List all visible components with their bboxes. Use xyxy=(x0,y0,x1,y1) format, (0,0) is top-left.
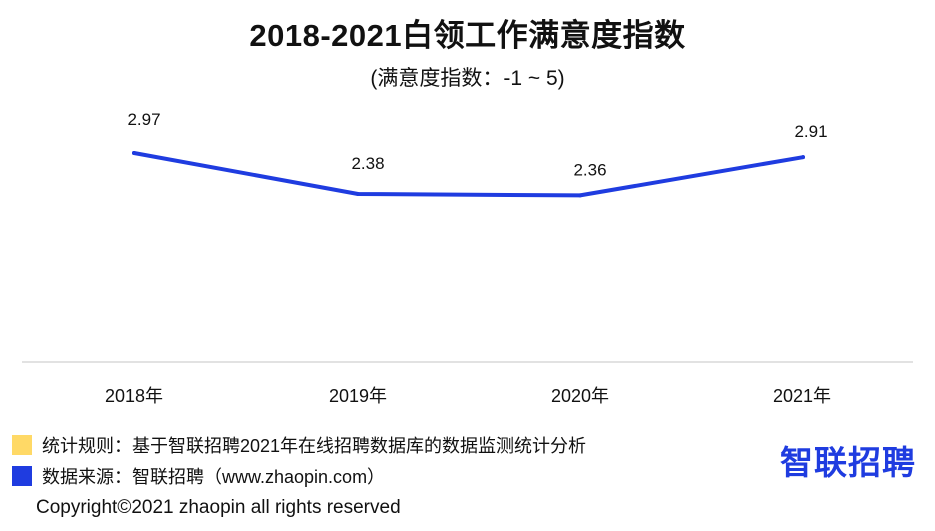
data-label: 2.38 xyxy=(351,154,384,173)
note-data-source: 数据来源：智联招聘（www.zhaopin.com） xyxy=(12,463,385,489)
chart-subtitle: (满意度指数：-1 ~ 5) xyxy=(370,67,565,90)
x-tick-label: 2019年 xyxy=(329,386,387,406)
data-label: 2.36 xyxy=(573,160,606,179)
yellow-legend-swatch xyxy=(12,435,32,455)
note-statistics-rule-text: 统计规则：基于智联招聘2021年在线招聘数据库的数据监测统计分析 xyxy=(42,436,587,456)
data-point xyxy=(801,155,805,160)
line-chart: 2.97 2.38 2.36 2.91 2018年 2019年 2020年 2021年 xyxy=(22,110,913,406)
note-statistics-rule: 统计规则：基于智联招聘2021年在线招聘数据库的数据监测统计分析 xyxy=(12,432,586,458)
data-label: 2.91 xyxy=(794,122,827,141)
series-line xyxy=(132,151,805,198)
data-point xyxy=(132,151,136,155)
note-data-source-text: 数据来源：智联招聘（www.zhaopin.com） xyxy=(42,467,386,487)
x-tick-label: 2020年 xyxy=(551,386,609,406)
x-tick-label: 2021年 xyxy=(773,386,831,406)
copyright-text: Copyright©2021 zhaopin all rights reserv… xyxy=(36,497,401,518)
data-point xyxy=(356,192,360,197)
blue-legend-swatch xyxy=(12,466,32,486)
data-label: 2.97 xyxy=(127,110,160,129)
chart-title: 2018-2021白领工作满意度指数 xyxy=(249,18,686,53)
zhaopin-logo: 智联招聘 xyxy=(780,444,916,481)
data-point xyxy=(578,193,582,198)
x-tick-label: 2018年 xyxy=(105,386,163,406)
